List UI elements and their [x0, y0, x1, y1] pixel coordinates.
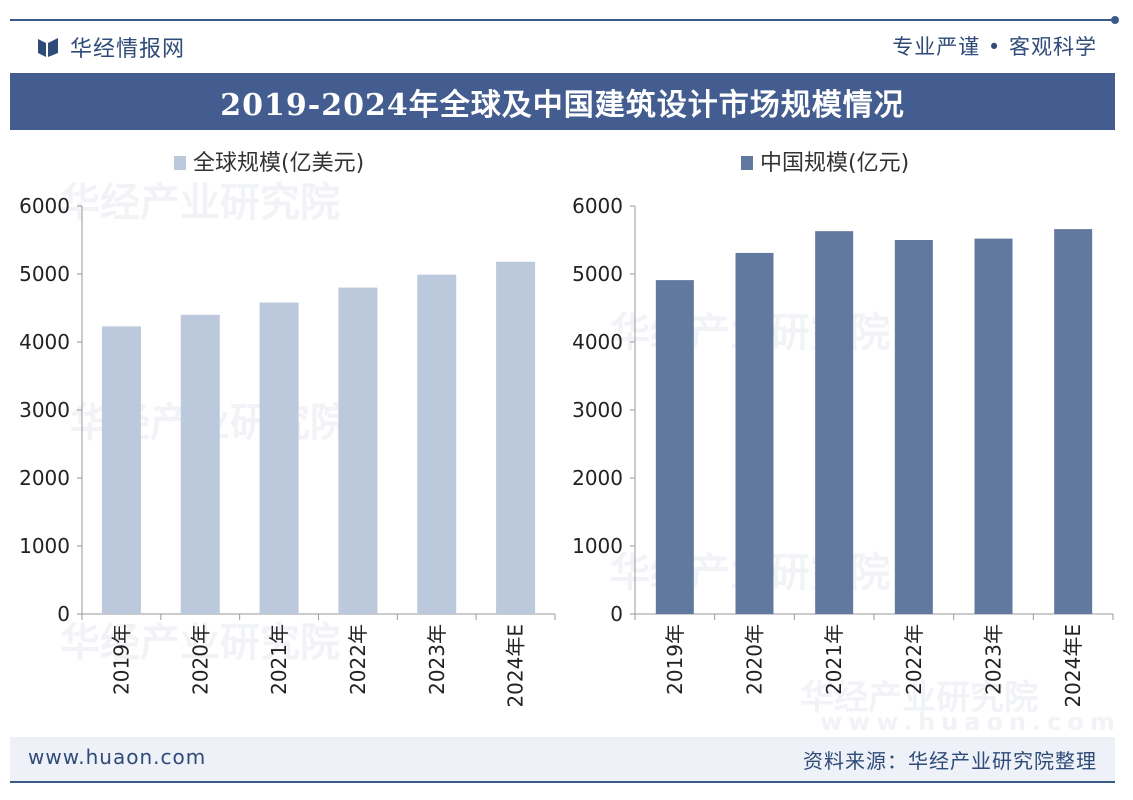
footer-band — [10, 737, 1115, 781]
y-tick-label: 5000 — [19, 262, 70, 286]
x-tick-label: 2022年 — [902, 624, 926, 695]
y-tick-label: 2000 — [572, 466, 623, 490]
x-tick-label: 2020年 — [188, 624, 212, 695]
title-bar: 2019-2024年全球及中国建筑设计市场规模情况 — [10, 73, 1115, 130]
bar — [417, 274, 457, 614]
brand-name: 华经情报网 — [70, 37, 186, 62]
bar — [655, 280, 694, 614]
legend: 中国规模(亿元) — [741, 151, 909, 176]
x-tick-label: 2020年 — [743, 624, 767, 695]
y-tick-label: 6000 — [572, 194, 623, 218]
top-rule-dot — [1111, 16, 1119, 24]
y-tick-label: 5000 — [572, 262, 623, 286]
brand: 华经情报网 — [36, 30, 185, 64]
chart-global-svg: 全球规模(亿美元) 0 1000 2000 3000 4000 5000 6000 2019年 2… — [19, 151, 556, 708]
legend-swatch — [174, 156, 186, 170]
website-link[interactable]: www.huaon.com — [28, 745, 207, 769]
source-note: 资料来源：华经产业研究院整理 — [803, 749, 1097, 773]
legend-label: 全球规模(亿美元) — [193, 151, 364, 176]
x-tick-label: 2023年 — [425, 624, 449, 695]
x-tick-label: 2021年 — [822, 624, 846, 695]
bar — [735, 252, 774, 615]
x-tick-label: 2022年 — [346, 624, 370, 695]
bar — [338, 287, 378, 614]
y-tick-label: 6000 — [19, 194, 70, 218]
bar — [259, 302, 299, 614]
x-tick-label: 2024年E — [1061, 624, 1085, 708]
x-tick-label: 2023年 — [982, 624, 1006, 695]
chart-china-svg: 中国规模(亿元) 0 1000 2000 3000 4000 5000 6000 2019年 20… — [572, 151, 1114, 708]
chart-china: 中国规模(亿元) 0 1000 2000 3000 4000 5000 6000 2019年 20… — [553, 140, 1133, 740]
legend: 全球规模(亿美元) — [174, 151, 364, 176]
y-tick-label: 3000 — [572, 398, 623, 422]
bar — [180, 314, 220, 614]
bar — [1054, 229, 1093, 614]
y-tick-label: 4000 — [572, 330, 623, 354]
y-tick-label: 1000 — [572, 534, 623, 558]
brand-logo-icon — [38, 38, 58, 57]
x-tick-label: 2021年 — [267, 624, 291, 695]
slogan: 专业严谨 • 客观科学 — [892, 35, 1097, 59]
x-tick-label: 2024年E — [504, 624, 528, 708]
y-tick-label: 0 — [610, 602, 623, 626]
legend-label: 中国规模(亿元) — [760, 151, 909, 176]
bar — [815, 231, 854, 614]
y-tick-label: 3000 — [19, 398, 70, 422]
top-rule — [10, 19, 1115, 21]
footer-rule — [10, 781, 1115, 783]
x-tick-label: 2019年 — [109, 624, 133, 695]
bar — [894, 240, 933, 614]
y-tick-label: 4000 — [19, 330, 70, 354]
legend-swatch — [741, 156, 753, 170]
x-tick-label: 2019年 — [663, 624, 687, 695]
y-tick-label: 2000 — [19, 466, 70, 490]
chart-global: 全球规模(亿美元) 0 1000 2000 3000 4000 5000 6000 2019年 2… — [0, 140, 560, 740]
bar — [496, 261, 536, 614]
y-tick-label: 1000 — [19, 534, 70, 558]
bar — [101, 326, 141, 614]
page-title: 2019-2024年全球及中国建筑设计市场规模情况 — [220, 87, 905, 123]
bar — [974, 238, 1013, 614]
y-tick-label: 0 — [57, 602, 70, 626]
